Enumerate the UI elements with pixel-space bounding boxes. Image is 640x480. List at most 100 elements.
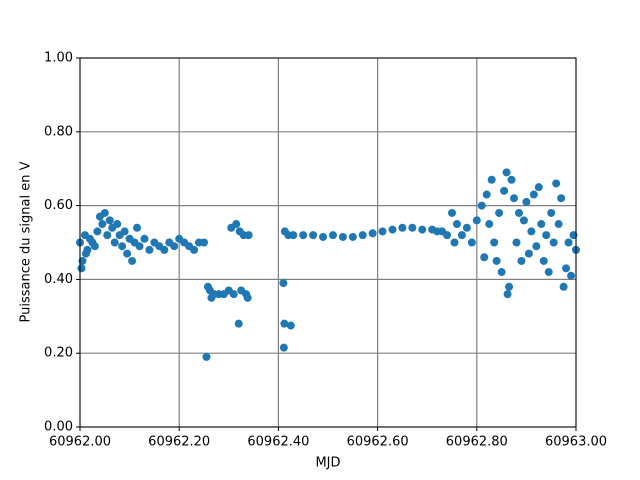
- x-tick-label: 60963.00: [545, 435, 607, 450]
- x-tick-label: 60962.20: [148, 435, 210, 450]
- point: [542, 231, 551, 240]
- point: [480, 253, 489, 262]
- point: [133, 223, 142, 232]
- point: [507, 175, 516, 184]
- point: [559, 282, 568, 291]
- point: [378, 227, 387, 236]
- point: [83, 245, 92, 254]
- point: [505, 282, 514, 291]
- point: [532, 242, 541, 251]
- point: [567, 271, 576, 280]
- point: [280, 319, 289, 328]
- y-tick-label: 0.80: [44, 124, 73, 139]
- point: [514, 208, 523, 217]
- point: [554, 220, 563, 229]
- point: [448, 208, 456, 217]
- point: [328, 231, 337, 240]
- point: [534, 183, 543, 192]
- point: [113, 220, 122, 229]
- y-tick-label: 0.40: [44, 272, 73, 287]
- x-axis-label: MJD: [315, 456, 340, 471]
- point: [482, 190, 491, 199]
- point: [443, 231, 452, 240]
- point: [128, 256, 137, 265]
- x-tick-label: 60962.00: [49, 435, 111, 450]
- point: [368, 229, 377, 238]
- point: [338, 232, 347, 241]
- point: [145, 245, 154, 254]
- point: [539, 256, 548, 265]
- point: [234, 319, 243, 328]
- point: [200, 238, 208, 247]
- point: [118, 242, 127, 251]
- point: [502, 168, 511, 177]
- point: [418, 225, 427, 234]
- point: [500, 186, 509, 195]
- point: [450, 238, 459, 247]
- point: [77, 264, 86, 273]
- point: [472, 216, 481, 225]
- point: [279, 279, 288, 288]
- point: [519, 216, 528, 225]
- point: [562, 264, 571, 273]
- point: [549, 238, 558, 247]
- point: [564, 238, 573, 247]
- y-axis-label: Puissance du signal en V: [19, 161, 34, 322]
- point: [229, 290, 238, 299]
- point: [243, 293, 252, 302]
- plot-frame: [79, 57, 577, 428]
- x-tick-label: 60962.40: [247, 435, 309, 450]
- point: [110, 238, 119, 247]
- point: [477, 201, 486, 210]
- point: [232, 220, 241, 229]
- point: [244, 231, 253, 240]
- point: [547, 208, 556, 217]
- point: [160, 245, 169, 254]
- point: [286, 321, 295, 330]
- point: [103, 231, 112, 240]
- point: [299, 231, 308, 240]
- point: [348, 232, 357, 241]
- point: [522, 197, 531, 206]
- x-tick-label: 60962.80: [446, 435, 508, 450]
- point: [93, 227, 102, 236]
- point: [529, 190, 538, 199]
- point: [190, 245, 199, 254]
- point: [398, 223, 407, 232]
- point: [279, 343, 288, 352]
- point: [527, 227, 536, 236]
- y-tick-label: 0.60: [44, 198, 73, 213]
- point: [467, 238, 476, 247]
- point: [90, 242, 99, 251]
- point: [123, 249, 132, 258]
- y-tick-label: 1.00: [44, 51, 73, 66]
- point: [202, 352, 211, 361]
- point: [497, 268, 506, 277]
- point: [492, 256, 501, 265]
- point: [289, 231, 298, 240]
- point: [135, 242, 144, 251]
- x-tick-label: 60962.60: [347, 435, 409, 450]
- point: [170, 242, 179, 251]
- point: [120, 227, 129, 236]
- point: [487, 175, 496, 184]
- point: [98, 220, 107, 229]
- point: [100, 208, 109, 217]
- point: [485, 220, 494, 229]
- point: [537, 220, 546, 229]
- y-tick-label: 0.00: [44, 420, 73, 435]
- point: [319, 232, 328, 241]
- y-tick-label: 0.20: [44, 346, 73, 361]
- point: [503, 290, 512, 299]
- point: [490, 238, 499, 247]
- point: [309, 231, 318, 240]
- point: [408, 223, 417, 232]
- point: [517, 256, 526, 265]
- point: [452, 220, 461, 229]
- point: [140, 234, 149, 243]
- point: [457, 231, 466, 240]
- point: [552, 179, 561, 188]
- point: [388, 225, 397, 234]
- point: [495, 208, 504, 217]
